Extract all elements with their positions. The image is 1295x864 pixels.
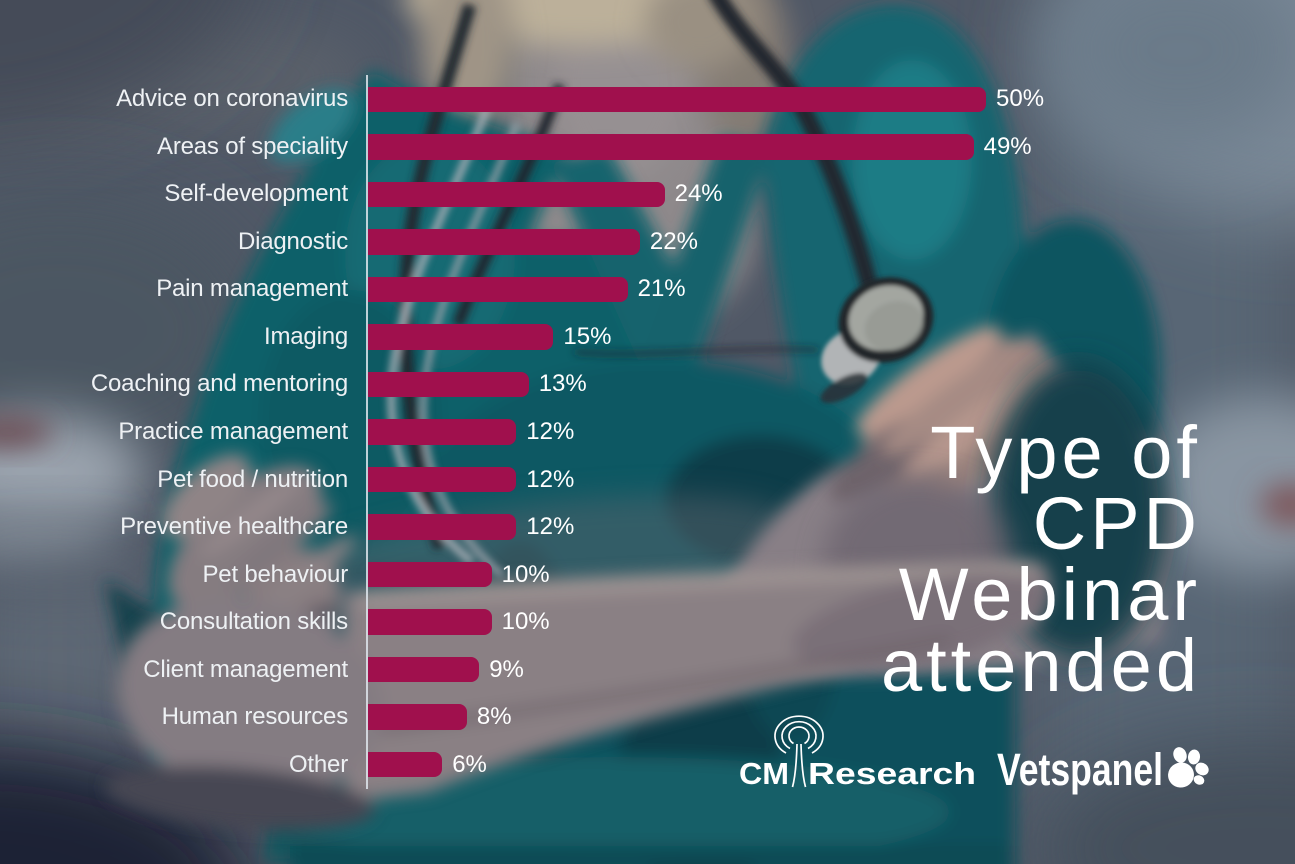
svg-text:Research: Research xyxy=(808,756,976,791)
svg-text:CM: CM xyxy=(739,756,789,791)
svg-text:Vetspanel: Vetspanel xyxy=(997,744,1163,795)
